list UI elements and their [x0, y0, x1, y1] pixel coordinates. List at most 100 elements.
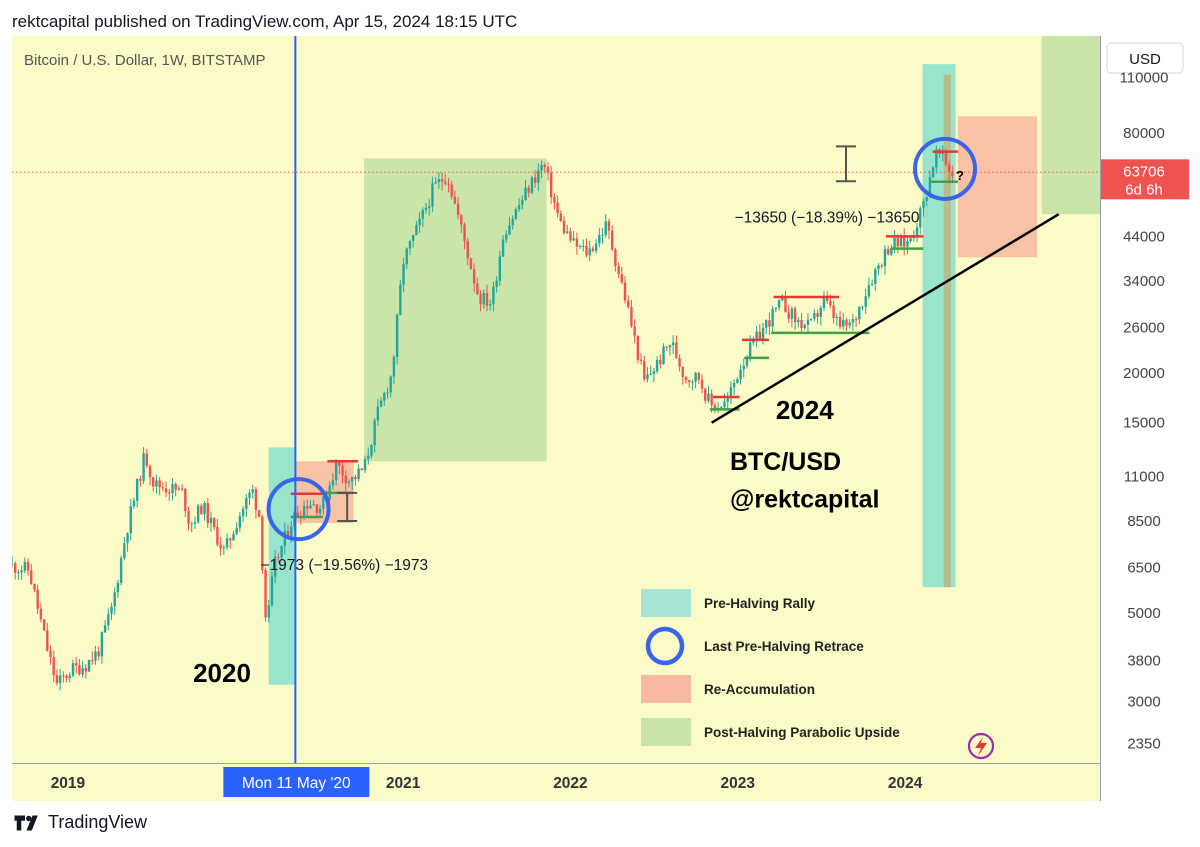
candle-body: [81, 668, 84, 675]
candle-body: [495, 280, 498, 287]
candle-body: [742, 365, 745, 370]
candle-body: [822, 295, 826, 308]
candle-body: [530, 177, 534, 193]
y-tick-4: 34000: [1123, 273, 1165, 290]
annotation-2: BTC/USD: [730, 448, 841, 476]
candle-body: [572, 238, 575, 241]
footer: TradingView: [14, 812, 147, 833]
candle-body: [58, 675, 62, 684]
candle-body: [713, 405, 717, 411]
candle-body: [710, 393, 713, 406]
candle-body: [135, 478, 139, 501]
candle-body: [251, 489, 254, 493]
candle-body: [100, 632, 104, 657]
candle-body: [209, 517, 213, 524]
candle-body: [697, 372, 701, 380]
currency-label: USD: [1129, 51, 1161, 68]
candle-body: [145, 453, 148, 466]
candle-body: [543, 164, 546, 168]
candle-body: [915, 227, 919, 236]
candle-body: [639, 359, 643, 361]
candle-body: [261, 516, 264, 570]
candle-body: [161, 487, 165, 489]
candle-body: [684, 377, 688, 381]
candle-body: [190, 523, 193, 525]
candle-body: [922, 200, 925, 209]
candle-body: [132, 500, 136, 507]
candle-body: [52, 657, 55, 676]
candle-body: [55, 675, 59, 684]
candle-body: [768, 320, 771, 327]
zone-post-halving-parabolic-6: [1041, 29, 1100, 215]
publisher-header: rektcapital published on TradingView.com…: [12, 12, 518, 31]
candle-body: [257, 510, 261, 517]
candle-body: [444, 181, 447, 184]
price-chart[interactable]: −1973 (−19.56%) −1973 −13650 (−18.39%) −1…: [10, 29, 1190, 801]
candle-body: [825, 295, 829, 301]
candle-body: [671, 342, 675, 346]
candle-body: [248, 492, 251, 498]
candle-body: [604, 221, 607, 236]
candle-body: [883, 248, 887, 267]
measure-tool-1: [835, 145, 856, 183]
candle-body: [84, 668, 88, 672]
candle-body: [601, 235, 604, 237]
legend: Pre-Halving Rally Last Pre-Halving Retrac…: [641, 589, 900, 746]
x-tick-3: 2023: [721, 775, 756, 792]
candle-body: [193, 522, 197, 524]
x-tick-1: 2021: [386, 775, 421, 792]
candle-body: [704, 388, 707, 401]
last-price-countdown: 6d 6h: [1125, 181, 1163, 198]
candle-body: [566, 231, 569, 234]
candle-body: [318, 508, 322, 513]
candle-body: [270, 576, 274, 606]
candle-body: [899, 235, 903, 247]
candle-body: [351, 476, 354, 482]
candle-body: [819, 307, 822, 317]
candle-body: [267, 605, 270, 618]
candle-body: [418, 218, 421, 225]
candle-body: [466, 241, 469, 259]
candle-body: [761, 327, 765, 340]
candle-body: [643, 360, 646, 380]
candle-body: [39, 608, 43, 620]
candle-body: [402, 264, 405, 285]
y-tick-3: 44000: [1123, 228, 1165, 245]
candle-body: [720, 407, 723, 409]
candle-body: [793, 308, 797, 323]
candle-body: [687, 380, 691, 383]
lightning-icon-ring: [967, 732, 995, 760]
candle-body: [277, 556, 280, 558]
candle-body: [206, 503, 209, 524]
candle-body: [241, 508, 245, 517]
annotation-4: ?: [956, 168, 964, 183]
candle-body: [306, 506, 309, 509]
chart-container[interactable]: −1973 (−19.56%) −1973 −13650 (−18.39%) −1…: [10, 29, 1190, 801]
candle-body: [842, 319, 845, 327]
y-tick-10: 6500: [1127, 559, 1160, 576]
candle-body: [919, 208, 922, 228]
candle-body: [829, 300, 832, 306]
candle-body: [549, 172, 553, 198]
candle-body: [65, 675, 68, 679]
legend-label-2: Re-Accumulation: [704, 682, 815, 697]
candle-body: [636, 335, 640, 360]
candle-body: [36, 589, 39, 609]
candle-body: [354, 476, 357, 480]
candle-body: [116, 582, 120, 593]
candle-body: [813, 313, 816, 319]
candle-body: [411, 235, 415, 241]
candle-body: [607, 221, 611, 231]
lightning-icon-bolt: [975, 737, 987, 756]
y-tick-11: 5000: [1127, 605, 1160, 622]
candle-body: [476, 283, 479, 295]
candle-body: [890, 247, 893, 255]
candle-body: [562, 220, 566, 234]
candle-body: [94, 651, 97, 661]
candle-body: [633, 326, 636, 336]
y-tick-9: 8500: [1127, 513, 1160, 530]
candle-body: [848, 322, 851, 326]
candle-body: [617, 266, 620, 275]
candle-body: [784, 296, 787, 313]
candle-body: [155, 480, 158, 487]
